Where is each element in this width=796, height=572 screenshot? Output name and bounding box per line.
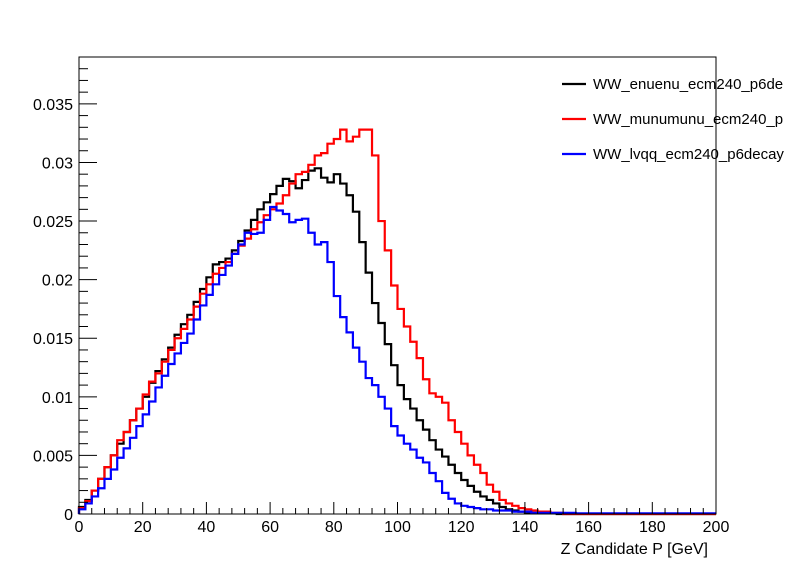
legend-label: WW_munumunu_ecm240_p [593, 111, 783, 128]
y-tick-label: 0 [64, 507, 73, 524]
series-line-2 [77, 128, 716, 516]
legend-label: WW_enuenu_ecm240_p6de [593, 76, 783, 93]
x-tick-label: 100 [384, 519, 411, 536]
axis-layer: 0 20 40 60 80 100 120 140 160 180 200 0 0.005 0.01 0.0… [33, 56, 730, 536]
x-tick-label: 60 [261, 519, 279, 536]
legend-label: WW_lvqq_ecm240_p6decay [593, 146, 784, 163]
y-tick-label: 0.005 [33, 448, 73, 465]
x-tick-label: 200 [703, 519, 730, 536]
y-tick-label: 0.035 [33, 97, 73, 114]
x-tick-label: 80 [325, 519, 343, 536]
x-tick-label: 20 [134, 519, 152, 536]
y-tick-label: 0.01 [42, 390, 73, 407]
series-line-3 [77, 205, 716, 515]
x-tick-label: 120 [448, 519, 475, 536]
x-axis-title: Z Candidate P [GeV] [561, 541, 708, 558]
series-layer [77, 128, 716, 516]
x-tick-label: 0 [75, 519, 84, 536]
x-tick-label: 40 [198, 519, 216, 536]
x-tick-label: 140 [512, 519, 539, 536]
x-tick-label: 160 [575, 519, 602, 536]
y-tick-label: 0.025 [33, 214, 73, 231]
y-tick-label: 0.02 [42, 273, 73, 290]
y-tick-label: 0.015 [33, 331, 73, 348]
x-tick-label: 180 [639, 519, 666, 536]
legend: WW_enuenu_ecm240_p6de WW_munumunu_ecm240_… [562, 76, 784, 163]
y-tick-label: 0.03 [42, 155, 73, 172]
